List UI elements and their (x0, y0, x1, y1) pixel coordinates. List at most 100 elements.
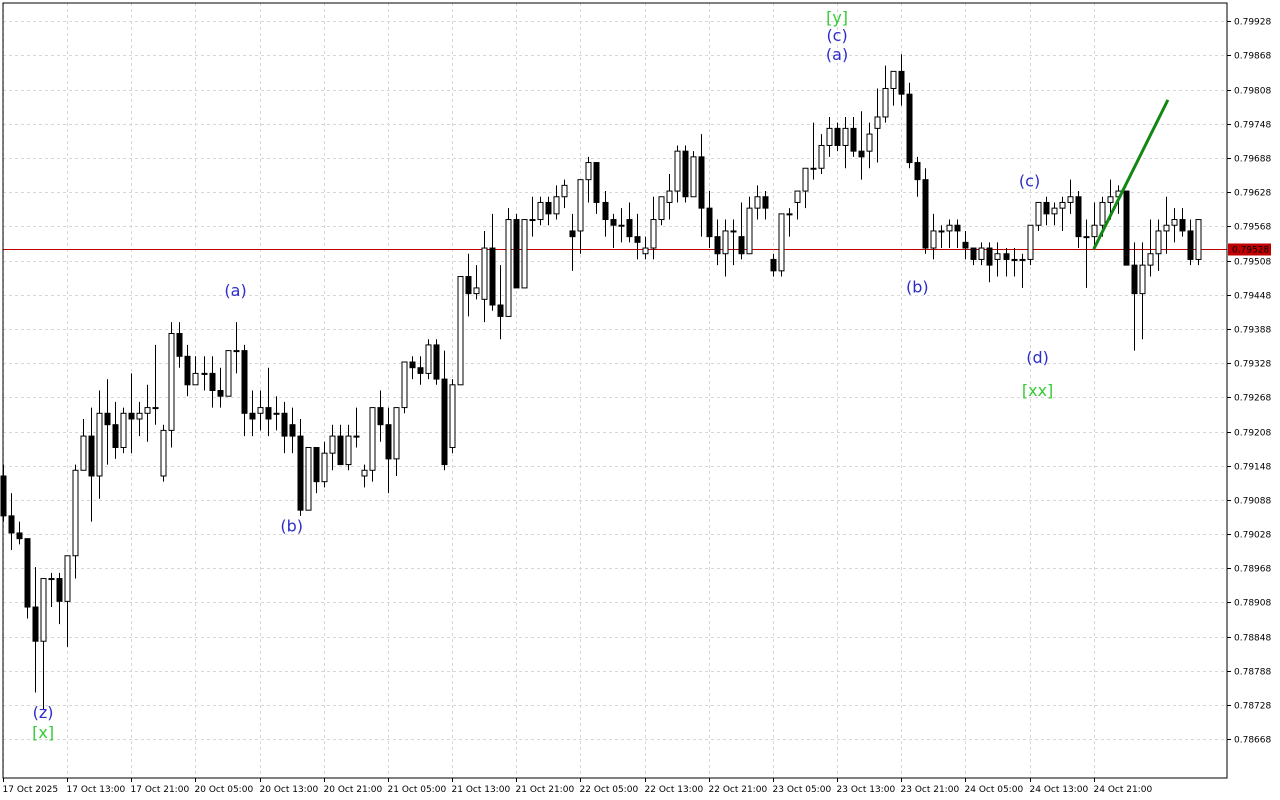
candle (1075, 191, 1082, 249)
candle-body (1187, 230, 1194, 260)
price-tick-label: 0.79148 (1234, 463, 1271, 473)
candle (1003, 248, 1010, 277)
candle-body (722, 230, 729, 255)
candle-body (1059, 201, 1066, 209)
candle-body (184, 355, 191, 386)
candle (1195, 219, 1202, 266)
candle-body (882, 87, 889, 118)
candle-body (289, 424, 296, 437)
candle-body (16, 532, 23, 540)
candle (1131, 242, 1138, 351)
time-tick-label: 20 Oct 13:00 (260, 785, 319, 795)
candle (810, 122, 817, 180)
wave-label: (c) (826, 26, 847, 45)
candle (962, 230, 969, 260)
candle-body (233, 350, 240, 353)
candle (634, 213, 641, 260)
candle (96, 390, 103, 499)
candle-body (1019, 258, 1026, 261)
time-tick-label: 21 Oct 05:00 (388, 785, 447, 795)
candle-body (794, 190, 801, 203)
candle-body (104, 412, 111, 426)
candle-body (561, 184, 568, 198)
candle (722, 219, 729, 277)
candle-body (409, 361, 416, 369)
candle-body (786, 213, 793, 216)
candle (265, 367, 272, 437)
candle (1059, 196, 1066, 231)
candle (513, 213, 520, 289)
candle (650, 196, 657, 260)
candle (337, 424, 344, 466)
candle (610, 213, 617, 249)
price-tick-label: 0.78728 (1234, 702, 1271, 712)
candle-body (930, 230, 937, 249)
current-price-tag: 0.79528 (1228, 243, 1271, 256)
price-tick-label: 0.79448 (1234, 292, 1271, 302)
wave-label: (c) (1019, 171, 1040, 190)
candle-body (642, 247, 649, 255)
candle-body (569, 230, 576, 238)
price-tick-label: 0.79388 (1234, 326, 1271, 336)
candle (176, 322, 183, 368)
price-tick-label: 0.79568 (1234, 223, 1271, 233)
candle-body (1163, 224, 1170, 232)
candle-body (658, 196, 665, 221)
candle-body (136, 412, 143, 420)
candle-body (64, 555, 71, 602)
candle-body (970, 247, 977, 260)
candle-body (938, 230, 945, 233)
candle (64, 555, 71, 647)
candle-body (249, 412, 256, 420)
candle-body (1147, 253, 1154, 266)
candle-body (465, 276, 472, 295)
price-tick-label: 0.78668 (1234, 736, 1271, 746)
candle (8, 493, 15, 551)
candle-body (1003, 253, 1010, 260)
candle (602, 191, 609, 237)
candle (289, 407, 296, 454)
current-price-tag-bg (1228, 243, 1271, 256)
candle-body (473, 287, 480, 295)
candle (209, 356, 216, 408)
candle (1171, 208, 1178, 243)
time-tick-label: 22 Oct 13:00 (645, 785, 704, 795)
candle (890, 70, 897, 106)
candle (561, 179, 568, 209)
candle-body (858, 150, 865, 158)
wave-label: [xx] (1022, 381, 1053, 400)
candle-body (505, 219, 512, 317)
price-tick-label: 0.79688 (1234, 155, 1271, 165)
candle-body (96, 412, 103, 477)
candle (401, 361, 408, 414)
candle-body (706, 207, 713, 238)
price-tick-label: 0.78788 (1234, 668, 1271, 678)
candle (834, 122, 841, 152)
candle (786, 208, 793, 237)
candle (104, 379, 111, 465)
candle (369, 407, 376, 482)
time-axis[interactable]: 17 Oct 2025 17 Oct 13:00 17 Oct 21:00 20 Oc… (3, 778, 1153, 795)
chart-grid (3, 3, 1227, 778)
price-axis[interactable]: 0.79928 0.79868 0.79808 0.79748 0.79688 0.796… (1227, 18, 1271, 746)
candle (24, 538, 31, 619)
candle (457, 276, 464, 386)
price-tick-label: 0.79748 (1234, 121, 1271, 131)
candle (201, 356, 208, 391)
candle (1067, 179, 1074, 214)
candle-body (209, 372, 216, 392)
wave-label: [y] (826, 8, 848, 27)
time-tick-label: 23 Oct 13:00 (837, 785, 896, 795)
candle-body (674, 150, 681, 192)
time-tick-label: 24 Oct 21:00 (1094, 785, 1153, 795)
candle (329, 424, 336, 471)
candle-body (874, 116, 881, 129)
candle-body (553, 196, 560, 215)
candle-body (738, 236, 745, 255)
candle (136, 401, 143, 437)
time-tick-label: 17 Oct 13:00 (67, 785, 126, 795)
candle (714, 219, 721, 266)
candle (72, 464, 79, 579)
candle (489, 213, 496, 311)
